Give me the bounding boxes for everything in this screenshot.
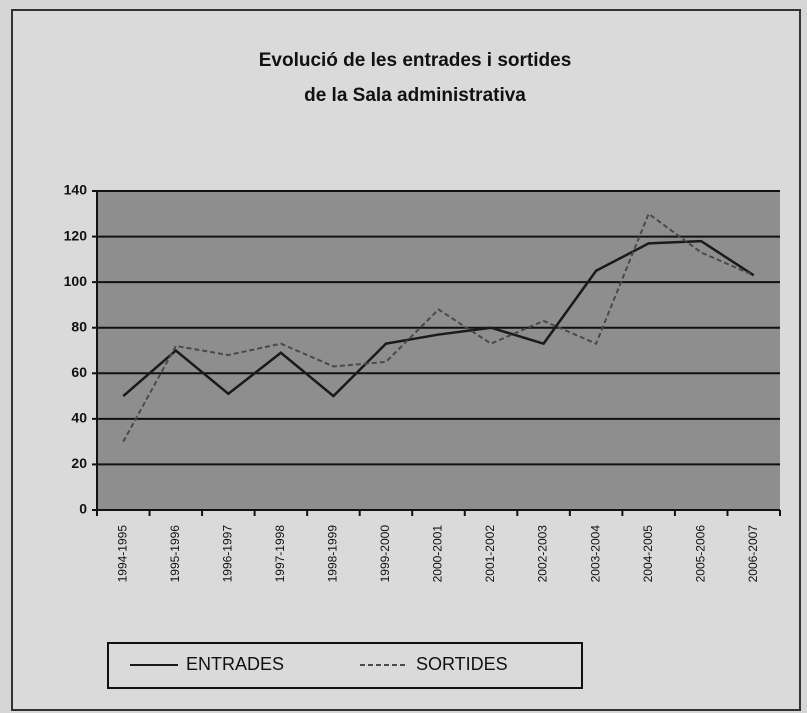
y-tick-label: 20 [71, 455, 87, 471]
series-line [122, 239, 755, 398]
x-tick-label: 2006-2007 [746, 525, 760, 583]
y-tick-label: 80 [71, 318, 87, 334]
chart-title: Evolució de les entrades i sortides [259, 50, 572, 71]
x-tick-label: 1999-2000 [378, 525, 392, 583]
x-tick-label: 2005-2006 [693, 525, 707, 583]
y-tick-label: 0 [79, 501, 87, 517]
x-tick-label: 1995-1996 [168, 525, 182, 583]
y-tick-label: 100 [64, 273, 88, 289]
x-tick-label: 2003-2004 [588, 525, 602, 583]
x-tick-label: 2001-2002 [483, 525, 497, 583]
y-tick-label: 120 [64, 227, 88, 243]
plot-area [97, 191, 780, 510]
x-tick-label: 1996-1997 [221, 525, 235, 583]
chart-title: de la Sala administrativa [304, 85, 526, 106]
x-tick-label: 2002-2003 [536, 525, 550, 583]
legend-label: ENTRADES [186, 654, 284, 674]
y-tick-label: 40 [71, 410, 87, 426]
x-tick-label: 2004-2005 [641, 525, 655, 583]
x-tick-label: 2000-2001 [431, 525, 445, 583]
x-tick-label: 1998-1999 [326, 525, 340, 583]
y-tick-label: 60 [71, 364, 87, 380]
x-tick-label: 1994-1995 [115, 525, 129, 583]
legend-label: SORTIDES [416, 654, 508, 674]
x-tick-label: 1997-1998 [273, 525, 287, 583]
y-tick-label: 140 [64, 182, 88, 198]
series-line [122, 212, 755, 443]
legend-box [107, 642, 583, 689]
